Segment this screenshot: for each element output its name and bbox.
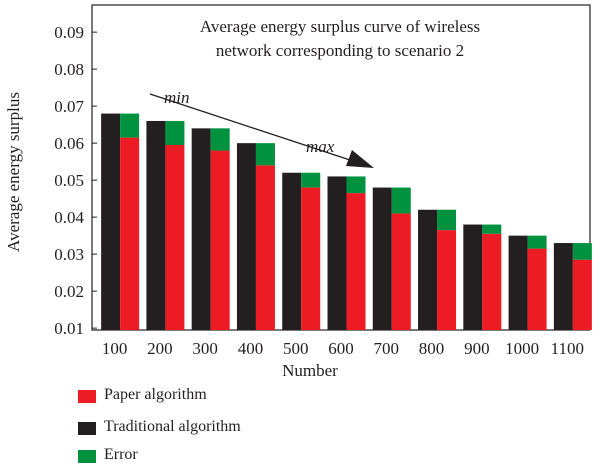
bar-error <box>437 209 457 231</box>
bar-traditional <box>508 235 528 330</box>
bar-traditional <box>327 176 347 330</box>
y-tick-label: 0.03 <box>54 245 84 264</box>
y-tick-label: 0.07 <box>54 97 84 116</box>
bar-paper <box>527 248 547 330</box>
y-tick-label: 0.05 <box>54 171 84 190</box>
bar-paper <box>391 213 411 330</box>
x-tick-label: 700 <box>374 339 400 358</box>
y-tick-label: 0.06 <box>54 134 84 153</box>
bar-paper <box>301 187 321 330</box>
legend-label-paper: Paper algorithm <box>104 386 207 403</box>
y-tick-label: 0.09 <box>54 23 84 42</box>
x-tick-label: 1000 <box>505 339 539 358</box>
bar-error <box>346 176 366 194</box>
x-tick-label: 100 <box>102 339 128 358</box>
chart-title-line: Average energy surplus curve of wireless <box>200 17 480 36</box>
legend-label-traditional: Traditional algorithm <box>104 418 241 435</box>
trend-arrow-head <box>346 150 374 168</box>
x-tick-label: 400 <box>238 339 264 358</box>
x-tick-label: 200 <box>147 339 173 358</box>
bar-error <box>527 235 547 249</box>
y-tick-label: 0.08 <box>54 60 84 79</box>
bar-error <box>255 143 275 166</box>
bar-paper <box>165 145 185 330</box>
bar-traditional <box>146 120 166 330</box>
bar-paper <box>255 165 275 330</box>
y-tick-label: 0.04 <box>54 208 84 227</box>
bar-paper <box>120 137 140 330</box>
x-tick-label: 1100 <box>551 339 584 358</box>
bar-traditional <box>463 224 483 330</box>
bar-error <box>391 187 411 214</box>
y-axis-label: Average energy surplus <box>4 92 23 252</box>
x-tick-label: 600 <box>328 339 354 358</box>
legend-swatch-error <box>78 450 96 463</box>
bar-traditional <box>191 128 211 330</box>
annotation-min: min <box>164 88 190 107</box>
bar-paper <box>210 150 230 330</box>
bar-traditional <box>418 209 438 330</box>
bar-error <box>210 128 230 151</box>
bar-traditional <box>372 187 392 330</box>
bar-paper <box>482 233 502 330</box>
chart-title-line: network corresponding to scenario 2 <box>216 41 464 60</box>
x-tick-label: 800 <box>419 339 445 358</box>
bar-error <box>572 243 592 260</box>
y-tick-label: 0.01 <box>54 319 84 338</box>
bar-paper <box>346 193 366 330</box>
x-axis-label: Number <box>282 361 338 380</box>
bar-error <box>120 113 140 138</box>
bar-error <box>482 224 502 234</box>
bar-traditional <box>282 172 302 330</box>
bar-error <box>301 172 321 188</box>
trend-arrow-line <box>149 93 357 163</box>
legend-swatch-traditional <box>78 422 96 435</box>
x-tick-label: 300 <box>192 339 218 358</box>
bar-traditional <box>101 113 121 330</box>
y-tick-label: 0.02 <box>54 282 84 301</box>
legend-swatch-paper <box>78 390 96 403</box>
bar-error <box>165 120 185 145</box>
bar-traditional <box>553 243 573 330</box>
bar-traditional <box>236 143 256 330</box>
bar-paper <box>437 230 457 330</box>
annotation-max: max <box>306 137 335 156</box>
bar-paper <box>572 259 592 330</box>
x-tick-label: 900 <box>464 339 490 358</box>
x-tick-label: 500 <box>283 339 309 358</box>
legend-label-error: Error <box>104 446 138 463</box>
